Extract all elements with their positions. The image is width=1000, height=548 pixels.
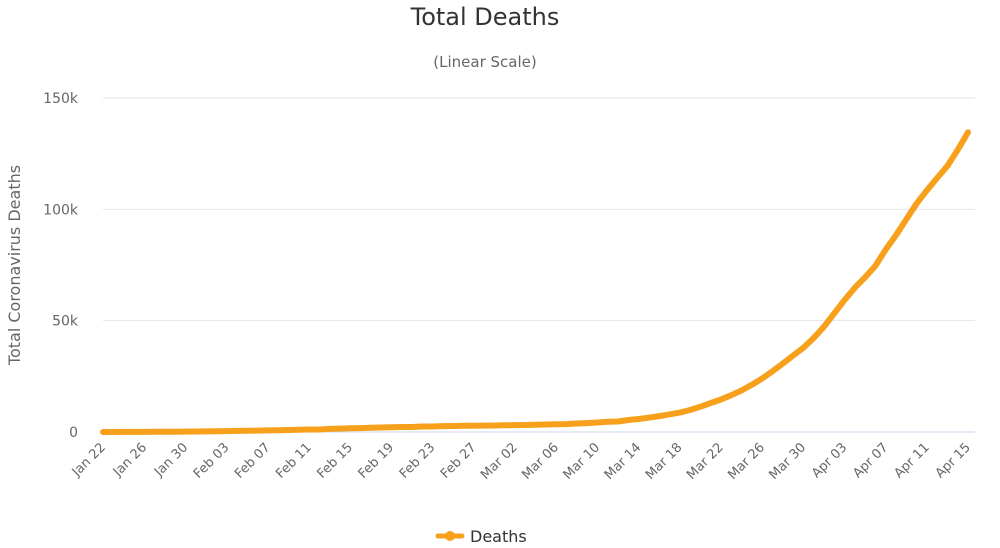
x-tick-label: Mar 26 [725, 440, 768, 483]
x-tick-label: Apr 03 [809, 440, 850, 481]
gridlines [103, 97, 975, 322]
x-tick-label: Mar 30 [766, 440, 809, 483]
x-tick-label: Mar 06 [519, 440, 562, 483]
x-tick-label: Feb 19 [356, 440, 398, 482]
legend-label: Deaths [470, 527, 527, 546]
x-tick-label: Feb 07 [232, 440, 274, 482]
x-tick-label: Apr 11 [892, 440, 933, 481]
y-tick-label: 100k [43, 202, 79, 218]
x-tick-label: Feb 27 [438, 440, 480, 482]
x-tick-label: Jan 30 [151, 440, 191, 480]
x-tick-label: Apr 07 [850, 440, 891, 481]
x-tick-label: Apr 15 [933, 440, 974, 481]
x-tick-label: Mar 02 [478, 440, 521, 483]
x-tick-label: Mar 18 [643, 440, 686, 483]
series-line-deaths [100, 129, 971, 435]
x-tick-label: Mar 14 [602, 440, 645, 483]
x-axis-ticks: Jan 22 Jan 26 Jan 30 Feb 03 Feb 07 Feb 11 Feb … [69, 440, 974, 483]
legend-marker-icon [445, 531, 455, 541]
y-tick-label: 0 [69, 425, 78, 441]
y-axis-label: Total Coronavirus Deaths [5, 165, 24, 366]
legend[interactable]: Deaths [435, 527, 527, 546]
chart-title: Total Deaths [410, 3, 560, 31]
x-tick-label: Feb 15 [314, 440, 356, 482]
y-tick-label: 50k [52, 314, 79, 330]
x-tick-label: Mar 22 [684, 440, 727, 483]
x-tick-label: Feb 11 [273, 440, 315, 482]
x-tick-label: Feb 23 [397, 440, 439, 482]
y-tick-label: 150k [43, 91, 79, 107]
x-tick-label: Jan 26 [110, 440, 150, 480]
chart-subtitle: (Linear Scale) [433, 53, 536, 71]
x-tick-label: Mar 10 [561, 440, 604, 483]
x-tick-label: Jan 22 [69, 440, 109, 480]
series-layer [100, 129, 971, 435]
y-axis-ticks: 0 50k 100k 150k [43, 91, 79, 441]
x-tick-label: Feb 03 [191, 440, 233, 482]
